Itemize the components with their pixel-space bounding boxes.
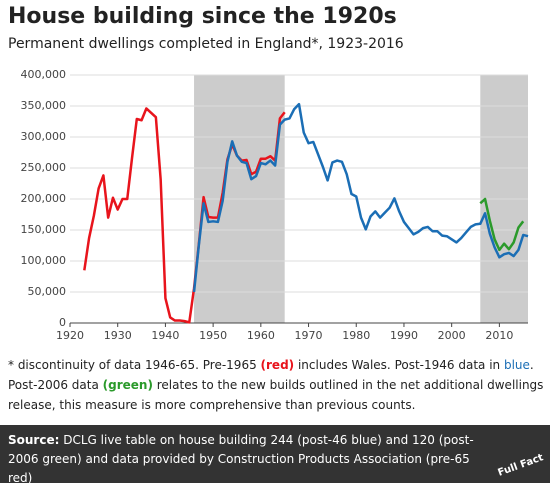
x-tick-label: 2000 <box>438 329 466 342</box>
chart: 0 50,000 100,000 150,000 200,000 250,000 300,0… <box>21 68 529 342</box>
logo: Full Fact <box>496 452 545 479</box>
source-box: Source: DCLG live table on house buildin… <box>0 425 550 485</box>
x-tick-label: 1940 <box>151 329 179 342</box>
y-tick-label: 400,000 <box>21 68 67 81</box>
footnote-text: blue <box>503 358 530 372</box>
chart-title: House building since the 1920s <box>8 4 397 29</box>
y-tick-label: 250,000 <box>21 161 67 174</box>
series-line <box>83 107 286 324</box>
x-tick-label: 1960 <box>247 329 275 342</box>
footnote-text: (red) <box>260 358 295 372</box>
x-tick-label: 2010 <box>485 329 513 342</box>
y-tick-label: 150,000 <box>21 223 67 236</box>
x-tick-label: 1920 <box>56 329 84 342</box>
footnote: * discontinuity of data 1946-65. Pre-196… <box>8 355 544 415</box>
y-tick-label: 0 <box>59 316 66 329</box>
y-tick-label: 100,000 <box>21 254 67 267</box>
series-line <box>192 102 529 293</box>
x-tick-label: 1970 <box>295 329 323 342</box>
footnote-text: (green) <box>102 378 153 392</box>
footnote-text: includes Wales. Post-1946 data in <box>294 358 504 372</box>
x-tick-label: 1980 <box>342 329 370 342</box>
x-tick-label: 1930 <box>104 329 132 342</box>
x-tick-label: 1990 <box>390 329 418 342</box>
source-text: DCLG live table on house building 244 (p… <box>8 433 474 485</box>
y-tick-label: 200,000 <box>21 192 67 205</box>
series-line <box>479 197 525 252</box>
y-tick-label: 350,000 <box>21 99 67 112</box>
y-tick-label: 300,000 <box>21 130 67 143</box>
source-label: Source: <box>8 433 60 447</box>
chart-subtitle: Permanent dwellings completed in England… <box>8 36 404 52</box>
x-tick-label: 1950 <box>199 329 227 342</box>
footnote-text: * discontinuity of data 1946-65. Pre-196… <box>8 358 261 372</box>
footnote-text: relates to the new builds outlined in th… <box>8 378 544 412</box>
footnote-text: . Post-2006 data <box>8 358 534 392</box>
y-tick-label: 50,000 <box>28 285 67 298</box>
